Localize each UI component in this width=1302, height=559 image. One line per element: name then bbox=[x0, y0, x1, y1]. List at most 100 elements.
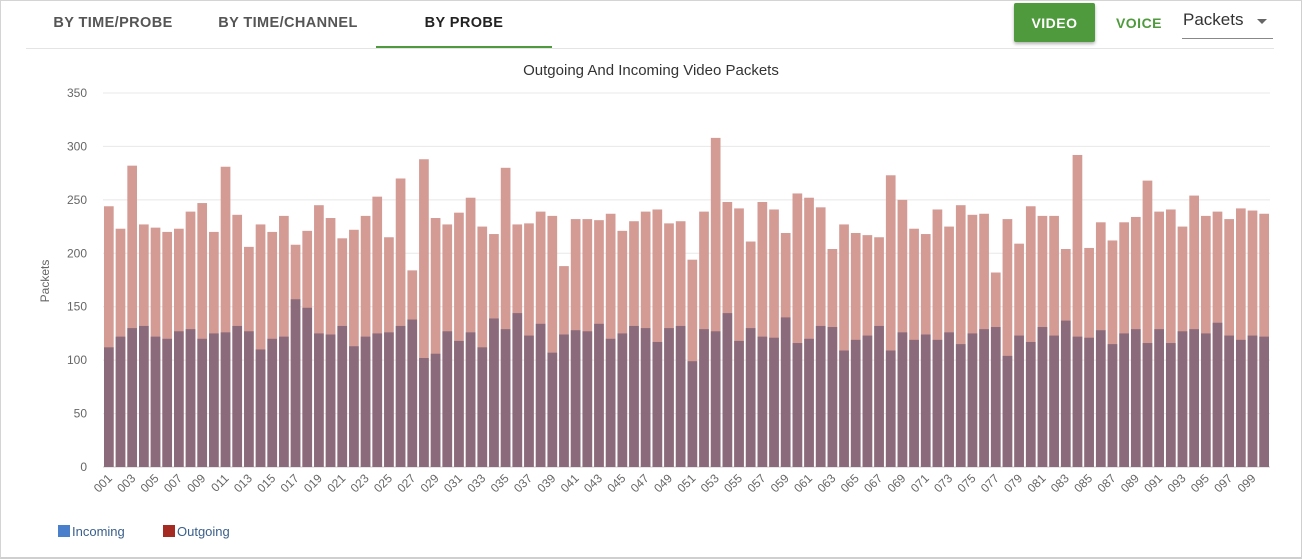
bar-outgoing[interactable] bbox=[757, 201, 768, 467]
bar-incoming[interactable] bbox=[302, 307, 313, 467]
bar-incoming[interactable] bbox=[734, 340, 744, 467]
bar-outgoing[interactable] bbox=[792, 193, 803, 467]
bar-incoming[interactable] bbox=[1224, 335, 1234, 467]
bar-incoming[interactable] bbox=[267, 338, 278, 467]
bar-incoming[interactable] bbox=[325, 334, 336, 467]
bar-outgoing[interactable] bbox=[127, 165, 138, 468]
bar-incoming[interactable] bbox=[699, 329, 709, 467]
bar-outgoing[interactable] bbox=[1142, 180, 1153, 467]
bar-incoming[interactable] bbox=[757, 336, 768, 467]
bar-incoming[interactable] bbox=[967, 333, 978, 467]
bar-incoming[interactable] bbox=[115, 336, 126, 467]
bar-incoming[interactable] bbox=[407, 319, 418, 467]
bar-incoming[interactable] bbox=[885, 350, 896, 467]
bar-incoming[interactable] bbox=[547, 352, 558, 467]
bar-incoming[interactable] bbox=[792, 343, 803, 467]
bar-incoming[interactable] bbox=[1095, 330, 1106, 467]
bar-incoming[interactable] bbox=[197, 338, 208, 467]
bar-incoming[interactable] bbox=[1247, 335, 1258, 467]
bar-incoming[interactable] bbox=[1235, 339, 1246, 467]
bar-outgoing[interactable] bbox=[710, 137, 721, 467]
bar-outgoing[interactable] bbox=[804, 197, 814, 467]
bar-incoming[interactable] bbox=[1037, 327, 1048, 467]
video-button[interactable]: VIDEO bbox=[1014, 3, 1095, 42]
bar-incoming[interactable] bbox=[850, 339, 861, 467]
bar-incoming[interactable] bbox=[174, 331, 184, 467]
bar-incoming[interactable] bbox=[454, 340, 464, 467]
bar-incoming[interactable] bbox=[1002, 355, 1013, 467]
bar-incoming[interactable] bbox=[862, 335, 873, 467]
bar-incoming[interactable] bbox=[384, 332, 394, 467]
bar-incoming[interactable] bbox=[372, 333, 383, 467]
bar-incoming[interactable] bbox=[512, 313, 523, 467]
bar-incoming[interactable] bbox=[1142, 343, 1153, 467]
bar-incoming[interactable] bbox=[1200, 333, 1211, 467]
bar-incoming[interactable] bbox=[827, 327, 838, 467]
bar-incoming[interactable] bbox=[664, 328, 674, 467]
bar-incoming[interactable] bbox=[524, 335, 534, 467]
bar-incoming[interactable] bbox=[442, 331, 453, 467]
bar-incoming[interactable] bbox=[1130, 329, 1141, 467]
bar-incoming[interactable] bbox=[594, 323, 604, 467]
bar-incoming[interactable] bbox=[652, 341, 663, 467]
bar-incoming[interactable] bbox=[419, 358, 429, 467]
bar-incoming[interactable] bbox=[244, 331, 254, 467]
bar-incoming[interactable] bbox=[955, 344, 966, 467]
bar-incoming[interactable] bbox=[769, 337, 779, 467]
bar-incoming[interactable] bbox=[815, 325, 826, 467]
bar-incoming[interactable] bbox=[559, 334, 569, 467]
bar-incoming[interactable] bbox=[1049, 335, 1059, 467]
bar-incoming[interactable] bbox=[897, 332, 908, 467]
bar-outgoing[interactable] bbox=[885, 175, 896, 467]
bar-incoming[interactable] bbox=[1060, 320, 1071, 467]
bar-incoming[interactable] bbox=[1212, 322, 1223, 467]
bar-outgoing[interactable] bbox=[500, 167, 511, 468]
bar-incoming[interactable] bbox=[745, 328, 756, 467]
bar-incoming[interactable] bbox=[232, 325, 243, 467]
voice-button[interactable]: VOICE bbox=[1105, 3, 1173, 42]
bar-incoming[interactable] bbox=[944, 332, 954, 467]
bar-incoming[interactable] bbox=[780, 317, 791, 467]
bar-outgoing[interactable] bbox=[1002, 219, 1013, 467]
bar-incoming[interactable] bbox=[605, 338, 616, 467]
bar-incoming[interactable] bbox=[629, 325, 639, 467]
bar-incoming[interactable] bbox=[617, 333, 628, 467]
tab-by-probe[interactable]: BY PROBE bbox=[376, 0, 552, 48]
bar-incoming[interactable] bbox=[489, 318, 499, 467]
bar-incoming[interactable] bbox=[150, 336, 161, 467]
metric-select[interactable]: Packets bbox=[1182, 8, 1273, 39]
bar-incoming[interactable] bbox=[990, 327, 1001, 467]
bar-outgoing[interactable] bbox=[430, 218, 441, 467]
bar-incoming[interactable] bbox=[185, 329, 196, 467]
bar-incoming[interactable] bbox=[1119, 333, 1129, 467]
bar-outgoing[interactable] bbox=[103, 206, 114, 468]
bar-outgoing[interactable] bbox=[932, 209, 943, 467]
bar-incoming[interactable] bbox=[535, 323, 546, 467]
bar-outgoing[interactable] bbox=[734, 208, 744, 468]
bar-incoming[interactable] bbox=[570, 330, 581, 467]
bar-incoming[interactable] bbox=[932, 339, 943, 467]
bar-incoming[interactable] bbox=[139, 325, 149, 467]
bar-incoming[interactable] bbox=[314, 333, 324, 467]
bar-outgoing[interactable] bbox=[220, 166, 231, 467]
bar-incoming[interactable] bbox=[804, 338, 814, 467]
bar-outgoing[interactable] bbox=[839, 224, 849, 467]
bar-incoming[interactable] bbox=[874, 325, 884, 467]
bar-incoming[interactable] bbox=[290, 299, 301, 467]
bar-incoming[interactable] bbox=[839, 350, 849, 467]
bar-outgoing[interactable] bbox=[372, 196, 383, 467]
bar-outgoing[interactable] bbox=[419, 159, 429, 467]
bar-outgoing[interactable] bbox=[395, 178, 406, 467]
bar-incoming[interactable] bbox=[103, 347, 114, 467]
bar-incoming[interactable] bbox=[1165, 343, 1176, 467]
bar-incoming[interactable] bbox=[500, 329, 511, 467]
bar-incoming[interactable] bbox=[909, 339, 919, 467]
bar-incoming[interactable] bbox=[710, 331, 721, 467]
bar-outgoing[interactable] bbox=[1072, 154, 1083, 467]
bar-incoming[interactable] bbox=[920, 334, 931, 467]
tab-by-time-channel[interactable]: BY TIME/CHANNEL bbox=[218, 15, 358, 31]
bar-outgoing[interactable] bbox=[454, 212, 464, 467]
bar-incoming[interactable] bbox=[1154, 329, 1164, 467]
bar-incoming[interactable] bbox=[1189, 329, 1199, 467]
bar-incoming[interactable] bbox=[477, 347, 488, 467]
